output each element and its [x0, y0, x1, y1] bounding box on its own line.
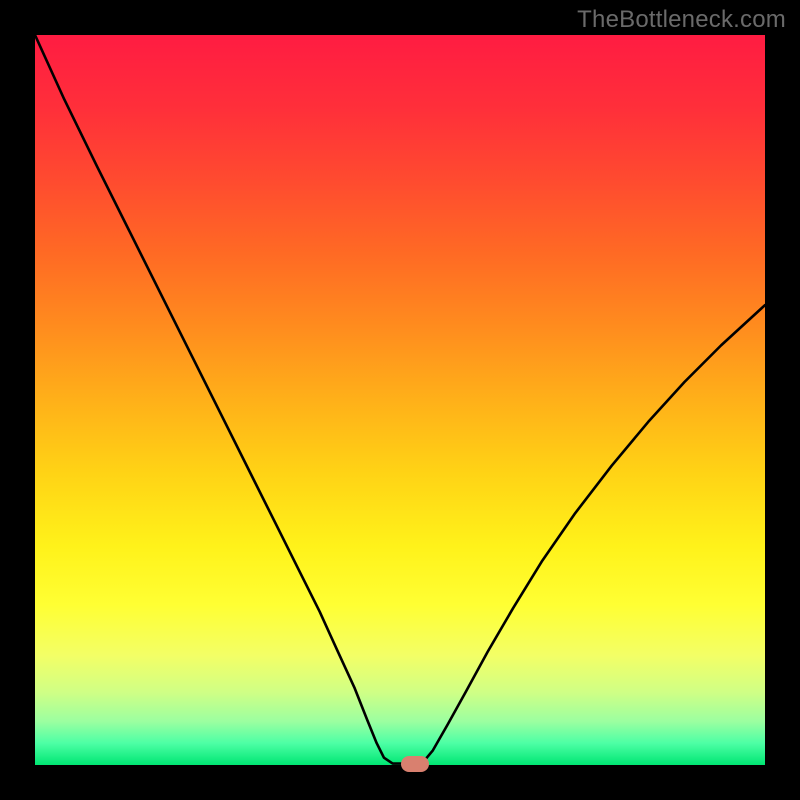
minimum-marker [401, 756, 429, 772]
plot-svg [35, 35, 765, 765]
plot-area [35, 35, 765, 765]
watermark-text: TheBottleneck.com [577, 6, 786, 34]
chart-frame: TheBottleneck.com [0, 0, 800, 800]
plot-background [35, 35, 765, 765]
